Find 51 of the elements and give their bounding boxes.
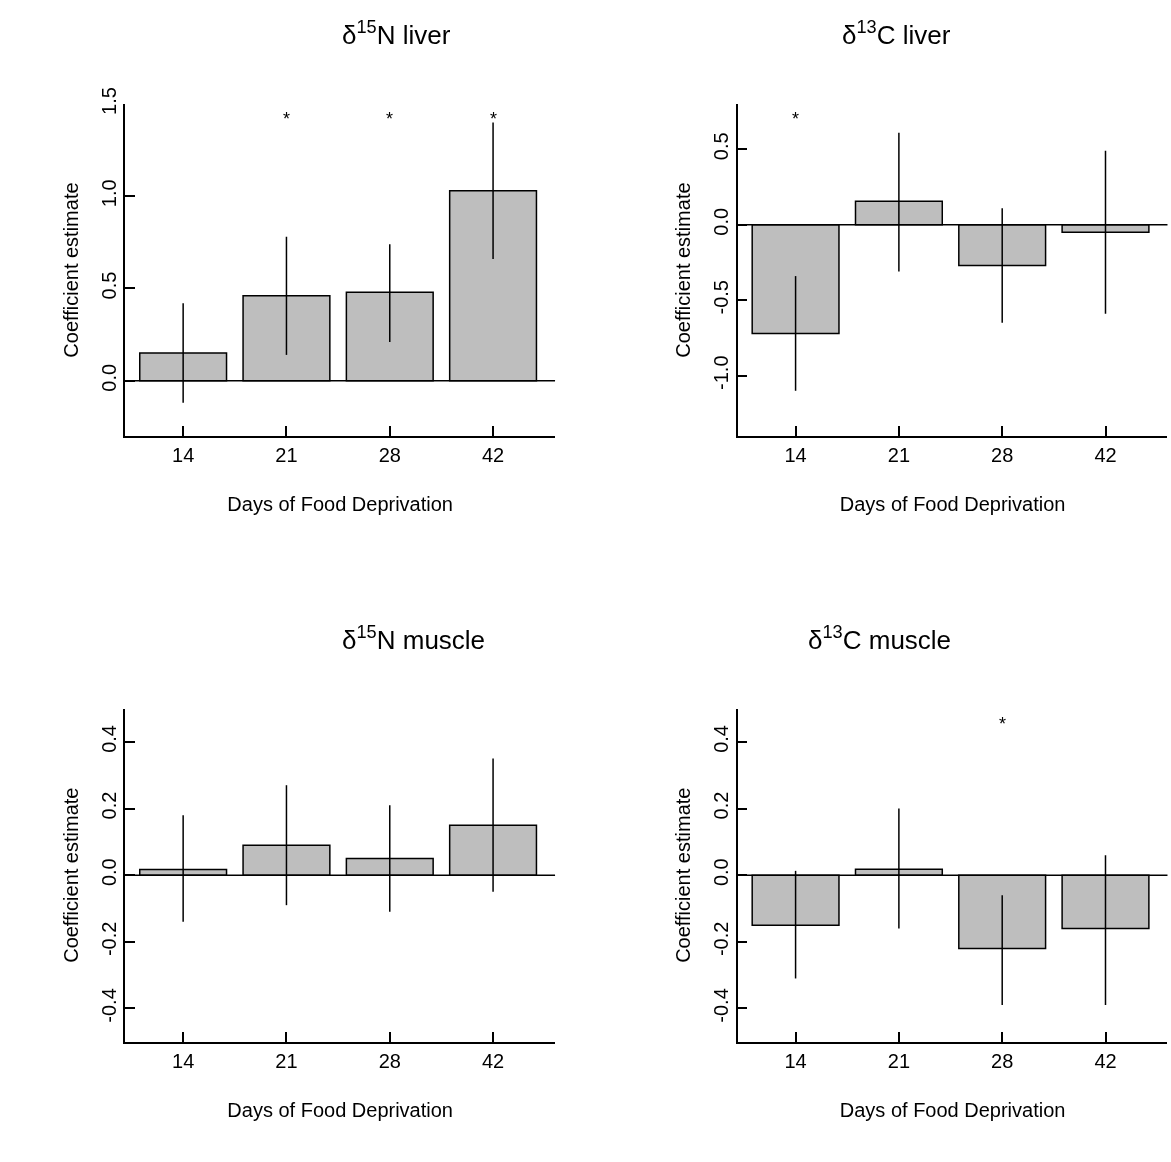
y-tick-label: 0.0 <box>97 363 120 392</box>
chart-title: δ$^{13}$C muscle <box>808 622 952 655</box>
y-tick-label: 0.0 <box>709 858 732 887</box>
y-tick-label: 0.4 <box>97 724 120 753</box>
chart-title: δ$^{15}$N muscle <box>342 622 486 655</box>
y-tick-label: -0.2 <box>709 921 732 957</box>
y-tick-label: -0.2 <box>97 921 120 957</box>
y-tick-label: -1.0 <box>709 355 732 390</box>
x-axis-title: Days of Food Deprivation <box>227 492 454 515</box>
y-tick-label: 0.0 <box>709 207 732 236</box>
y-tick-label: 0.2 <box>97 791 120 820</box>
x-tick-label: 21 <box>275 1049 298 1072</box>
x-axis-title: Days of Food Deprivation <box>839 492 1066 515</box>
x-tick-label: 42 <box>481 1049 505 1072</box>
y-tick-label: -0.4 <box>709 988 732 1023</box>
y-axis-title: Coefficient estimate <box>671 182 694 358</box>
y-tick-label: -0.4 <box>97 988 120 1023</box>
x-tick-label: 14 <box>172 1049 195 1072</box>
y-tick-label: 1.5 <box>97 87 120 115</box>
y-tick-label: 1.0 <box>97 179 120 208</box>
x-tick-label: 42 <box>1094 1049 1117 1072</box>
x-tick-label: 28 <box>378 443 401 466</box>
x-tick-label: 14 <box>784 1049 807 1072</box>
x-tick-label: 42 <box>481 443 505 466</box>
y-axis-title: Coefficient estimate <box>59 787 82 963</box>
x-tick-label: 28 <box>991 1049 1014 1072</box>
annotation: * <box>792 109 800 129</box>
x-tick-label: 28 <box>378 1049 401 1072</box>
x-tick-label: 21 <box>887 443 911 466</box>
annotation: * <box>999 714 1007 734</box>
x-tick-label: 14 <box>172 443 195 466</box>
y-tick-label: 0.4 <box>709 724 732 753</box>
y-axis-title: Coefficient estimate <box>671 787 694 963</box>
x-tick-label: 42 <box>1094 443 1117 466</box>
y-tick-label: 0.2 <box>709 791 732 820</box>
y-tick-label: 0.5 <box>97 271 120 300</box>
chart-title: δ$^{15}$N liver <box>342 17 451 50</box>
annotation: * <box>490 109 498 129</box>
y-tick-label: 0.0 <box>97 858 120 887</box>
x-tick-label: 28 <box>991 443 1014 466</box>
x-axis-title: Days of Food Deprivation <box>227 1098 454 1121</box>
x-tick-label: 21 <box>887 1049 911 1072</box>
x-tick-label: 14 <box>784 443 807 466</box>
y-tick-label: 0.5 <box>709 132 732 161</box>
y-axis-title: Coefficient estimate <box>59 182 82 358</box>
x-axis-title: Days of Food Deprivation <box>839 1098 1066 1121</box>
chart-title: δ$^{13}$C liver <box>842 17 951 50</box>
y-tick-label: -0.5 <box>709 280 732 315</box>
annotation: * <box>283 109 291 129</box>
annotation: * <box>386 109 394 129</box>
x-tick-label: 21 <box>275 443 298 466</box>
